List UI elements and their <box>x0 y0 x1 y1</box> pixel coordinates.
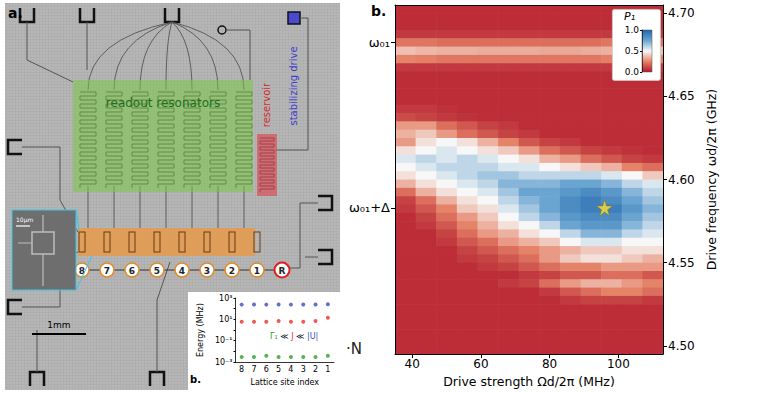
svg-text:b.: b. <box>190 374 201 385</box>
svg-text:Γ₁: Γ₁ <box>270 332 278 341</box>
svg-text:10⁻³: 10⁻³ <box>215 358 233 367</box>
svg-text:40: 40 <box>405 357 420 371</box>
svg-text:5: 5 <box>154 266 160 276</box>
svg-text:4.70: 4.70 <box>668 6 695 20</box>
svg-text:1: 1 <box>325 365 330 374</box>
svg-text:10⁻¹: 10⁻¹ <box>215 336 233 345</box>
html-text:·N: ·N <box>346 340 362 358</box>
svg-text:5: 5 <box>276 365 281 374</box>
svg-text:1mm: 1mm <box>47 320 70 330</box>
svg-text:0.5: 0.5 <box>625 46 639 56</box>
svg-text:10μm: 10μm <box>16 216 33 224</box>
svg-text:Lattice site index: Lattice site index <box>250 378 319 387</box>
svg-text:stabilizing drive: stabilizing drive <box>288 46 299 125</box>
svg-text:7: 7 <box>104 266 110 276</box>
svg-text:ω₀₁+Δ: ω₀₁+Δ <box>349 200 390 215</box>
svg-text:60: 60 <box>473 357 488 371</box>
svg-text:4.65: 4.65 <box>668 89 695 103</box>
svg-text:3: 3 <box>301 365 306 374</box>
svg-text:ω₀₁: ω₀₁ <box>369 35 390 50</box>
svg-text:a.: a. <box>8 5 23 21</box>
svg-text:2: 2 <box>313 365 318 374</box>
svg-text:Drive frequency ωd/2π (GHz): Drive frequency ωd/2π (GHz) <box>704 89 719 270</box>
svg-text:100: 100 <box>607 357 630 371</box>
svg-text:7: 7 <box>251 365 256 374</box>
svg-text:|U|: |U| <box>307 332 318 341</box>
svg-text:≪: ≪ <box>278 332 291 341</box>
svg-text:6: 6 <box>264 365 269 374</box>
svg-text:4.50: 4.50 <box>668 339 695 353</box>
svg-text:4.60: 4.60 <box>668 173 695 187</box>
svg-text:R: R <box>279 266 286 276</box>
svg-text:8: 8 <box>239 365 244 374</box>
svg-text:4: 4 <box>179 266 185 276</box>
svg-text:reservoir: reservoir <box>261 82 272 127</box>
svg-text:J: J <box>291 331 294 341</box>
svg-text:Energy (MHz): Energy (MHz) <box>196 303 205 357</box>
svg-text:6: 6 <box>129 266 135 276</box>
svg-text:4: 4 <box>288 365 293 374</box>
svg-text:4.55: 4.55 <box>668 256 695 270</box>
svg-text:10³: 10³ <box>219 294 232 303</box>
svg-text:1.0: 1.0 <box>625 25 640 35</box>
svg-text:Drive strength Ωd/2π (MHz): Drive strength Ωd/2π (MHz) <box>443 374 615 389</box>
svg-text:b.: b. <box>371 3 386 19</box>
svg-text:P₁: P₁ <box>624 10 635 23</box>
svg-text:2: 2 <box>229 266 235 276</box>
svg-text:3: 3 <box>204 266 210 276</box>
svg-text:≪: ≪ <box>293 332 306 341</box>
svg-text:0.0: 0.0 <box>625 67 640 77</box>
svg-text:1: 1 <box>254 266 260 276</box>
svg-text:8: 8 <box>79 266 85 276</box>
svg-text:readout resonators: readout resonators <box>106 96 220 110</box>
svg-text:80: 80 <box>542 357 557 371</box>
svg-text:10¹: 10¹ <box>219 315 232 324</box>
